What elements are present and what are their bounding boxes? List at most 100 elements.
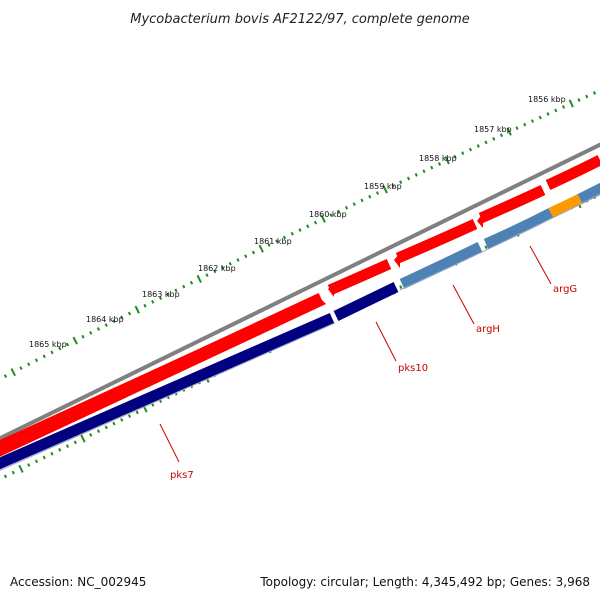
cds-feature-1-body — [0, 293, 324, 452]
scale-labels: 1856 kbp 1857 kbp 1858 kbp 1859 kbp 1860 kbp… — [29, 95, 566, 349]
minor-tick — [399, 285, 403, 289]
minor-tick — [96, 429, 101, 433]
gene-argG-body — [483, 208, 554, 250]
scale-label: 1863 kbp — [142, 290, 180, 299]
minor-tick — [368, 194, 372, 199]
outer-scale-ticks — [3, 91, 597, 378]
cds-feature-3-tip — [394, 253, 400, 268]
minor-tick — [298, 228, 302, 232]
major-tick — [18, 464, 24, 473]
minor-tick — [329, 213, 333, 218]
scale-label: 1856 kbp — [528, 95, 566, 104]
minor-tick — [151, 403, 155, 407]
minor-tick — [399, 180, 403, 184]
minor-tick — [275, 239, 279, 244]
gene-track-edge — [0, 193, 600, 471]
gene-pks7-body — [0, 312, 335, 470]
gene-argG-continued — [577, 182, 600, 204]
minor-tick — [360, 198, 364, 203]
major-tick — [134, 305, 140, 314]
minor-tick — [585, 94, 589, 99]
gene-label-argG: argG — [553, 284, 577, 295]
minor-tick — [592, 91, 597, 95]
minor-tick — [228, 261, 232, 266]
minor-tick — [34, 358, 39, 363]
map-title: Mycobacterium bovis AF2122/97, complete … — [130, 12, 469, 27]
minor-tick — [391, 183, 395, 188]
minor-tick — [73, 440, 77, 445]
minor-tick — [89, 330, 93, 335]
scale-label: 1865 kbp — [29, 340, 67, 349]
minor-tick — [515, 126, 519, 131]
minor-tick — [313, 220, 318, 225]
scale-label: 1860 kbp — [309, 210, 347, 219]
minor-tick — [158, 296, 163, 300]
minor-tick — [484, 245, 488, 250]
minor-tick — [127, 311, 132, 316]
minor-tick — [120, 315, 124, 320]
minor-tick — [112, 421, 116, 426]
minor-tick — [476, 144, 480, 148]
minor-tick — [65, 444, 70, 449]
minor-tick — [492, 136, 496, 141]
pks7-connector — [159, 423, 180, 463]
cds-feature-4 — [478, 185, 546, 224]
minor-tick — [34, 459, 39, 464]
minor-tick — [166, 292, 170, 297]
gene-highlight — [548, 194, 583, 218]
minor-tick — [89, 432, 93, 437]
minor-tick — [65, 342, 70, 347]
cds-feature-5 — [545, 155, 600, 191]
minor-tick — [112, 319, 116, 324]
major-tick — [80, 434, 86, 443]
minor-tick — [546, 112, 550, 116]
cds-feature-3 — [395, 218, 478, 264]
minor-tick — [282, 235, 287, 240]
major-tick — [10, 368, 16, 377]
minor-tick — [58, 448, 62, 452]
gene-label-pks10: pks10 — [398, 363, 428, 374]
scale-label: 1857 kbp — [474, 125, 512, 134]
minor-tick — [189, 280, 194, 285]
minor-tick — [577, 98, 581, 102]
minor-tick — [267, 243, 271, 247]
minor-tick — [220, 265, 225, 270]
accession-text: Accession: NC_002945 — [10, 575, 146, 589]
major-tick — [382, 185, 388, 194]
minor-tick — [3, 474, 8, 479]
scale-label: 1858 kbp — [419, 154, 457, 163]
genome-summary-text: Topology: circular; Length: 4,345,492 bp… — [259, 575, 590, 589]
minor-tick — [151, 300, 155, 304]
minor-tick — [27, 463, 31, 467]
minor-tick — [50, 350, 54, 355]
scale-label: 1861 kbp — [254, 237, 292, 246]
scale-label: 1859 kbp — [364, 182, 402, 191]
minor-tick — [127, 414, 132, 418]
minor-tick — [213, 269, 217, 274]
minor-tick — [81, 334, 85, 339]
major-tick — [72, 336, 78, 345]
minor-tick — [135, 410, 139, 415]
gene-pks10-body — [333, 282, 399, 321]
backbone-track — [0, 142, 600, 441]
minor-tick — [523, 122, 527, 127]
minor-tick — [461, 151, 465, 156]
minor-tick — [414, 172, 418, 177]
minor-tick — [42, 455, 46, 460]
minor-tick — [538, 115, 542, 120]
gene-label-argH: argH — [476, 324, 500, 335]
gene-label-pks7: pks7 — [170, 470, 194, 481]
minor-tick — [19, 366, 23, 371]
major-tick — [568, 99, 574, 108]
minor-tick — [174, 288, 178, 293]
minor-tick — [337, 209, 341, 214]
minor-tick — [120, 417, 124, 422]
minor-tick — [3, 374, 8, 378]
minor-tick — [42, 354, 46, 359]
minor-tick — [58, 346, 62, 351]
cds-feature-4-tip — [477, 213, 483, 228]
minor-tick — [50, 451, 54, 456]
major-tick — [196, 274, 202, 283]
major-tick — [258, 244, 264, 253]
